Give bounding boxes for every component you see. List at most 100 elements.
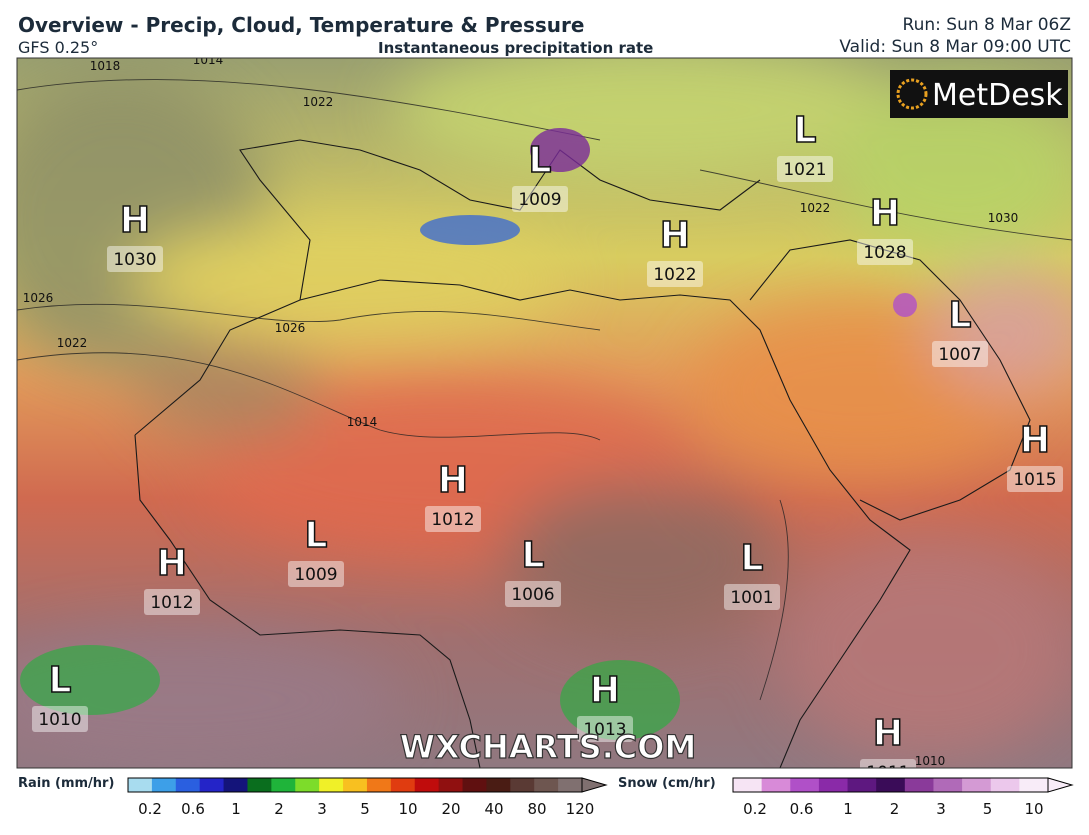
pressure-value: 1011 — [866, 763, 909, 783]
pressure-value-box — [857, 239, 913, 265]
legend-frame — [732, 777, 1049, 793]
pressure-value: 1012 — [431, 510, 474, 530]
isobar-label: 1022 — [57, 336, 88, 350]
pressure-value-box — [932, 341, 988, 367]
pressure-value-box — [288, 561, 344, 587]
logo-icon — [896, 78, 928, 110]
pressure-value: 1013 — [583, 720, 626, 740]
pressure-value: 1010 — [38, 710, 81, 730]
pressure-value-box — [777, 156, 833, 182]
subtitle: Instantaneous precipitation rate — [378, 39, 654, 57]
logo: MetDesk — [932, 78, 1063, 113]
pressure-value-box — [32, 706, 88, 732]
pressure-value-box — [512, 186, 568, 212]
pressure-value-box — [144, 589, 200, 615]
legend-swatch — [462, 778, 487, 792]
pressure-value: 1006 — [511, 585, 554, 605]
pressure-center-letter: H — [1020, 420, 1050, 461]
pressure-center-letter: H — [438, 460, 468, 501]
valid: Valid: Sun 8 Mar 09:00 UTC — [839, 37, 1071, 57]
pressure-value: 1021 — [783, 160, 826, 180]
pressure-value-box — [505, 581, 561, 607]
legend-swatch — [990, 778, 1020, 792]
run: Run: Sun 8 Mar 06Z — [902, 15, 1071, 35]
legend-tick: 2 — [890, 800, 900, 818]
isobar-label: 1030 — [988, 211, 1019, 225]
legend-swatch — [962, 778, 992, 792]
legend-swatch — [558, 778, 583, 792]
legend-swatch — [319, 778, 344, 792]
legend-swatch — [390, 778, 416, 792]
legend-tick: 0.2 — [743, 800, 767, 818]
legend-swatch — [510, 778, 535, 792]
legend-swatch — [534, 778, 559, 792]
legend-swatch — [933, 778, 963, 792]
pressure-value-box — [860, 759, 916, 768]
pressure-value-box — [647, 261, 703, 287]
legend-arrow — [581, 777, 608, 793]
map-area: 1018 1014 1022 1026 1026 1022 1014 1022 1030 1010… — [17, 58, 1072, 783]
legend-swatch — [271, 778, 296, 792]
legend-swatch — [818, 778, 849, 792]
pressure-center-letter: H — [157, 543, 187, 584]
pressure-center-letter: H — [120, 200, 150, 241]
pressure-center-letter: H — [660, 215, 690, 256]
legend-swatch — [366, 778, 392, 792]
pressure-value-box — [724, 584, 780, 610]
legend-tick: 2 — [274, 800, 284, 818]
legend-tick: 3 — [317, 800, 327, 818]
legend-tick: 1 — [231, 800, 241, 818]
legend-arrow — [1047, 777, 1074, 793]
legend-swatch — [414, 778, 440, 792]
isobars — [17, 79, 1072, 701]
pressure-value-box — [425, 506, 481, 532]
legend-swatch — [223, 778, 248, 792]
legend-swatch — [733, 778, 763, 792]
legend-swatch — [438, 778, 464, 792]
title: Overview - Precip, Cloud, Temperature & … — [18, 13, 585, 37]
coastlines — [134, 139, 1031, 768]
pressure-center-letter: L — [949, 295, 972, 336]
logo-box — [890, 70, 1068, 118]
pressure-center-letter: L — [794, 110, 817, 151]
pressure-value: 1009 — [518, 190, 561, 210]
legend-swatch — [876, 778, 906, 792]
pressure-value-box — [577, 716, 633, 742]
isobar-label: 1022 — [303, 95, 334, 109]
precip — [20, 128, 917, 740]
legend-tick: 5 — [360, 800, 370, 818]
legend-tick: 120 — [566, 800, 595, 818]
isobar-label: 1010 — [915, 754, 946, 768]
legend-swatch — [175, 778, 201, 792]
pressure-value: 1015 — [1013, 470, 1056, 490]
field-shading — [17, 58, 1072, 768]
isobar-label: 1022 — [800, 201, 831, 215]
legend-label: Snow (cm/hr) — [618, 776, 716, 791]
pressure-center-letter: H — [870, 193, 900, 234]
pressure-value: 1007 — [938, 345, 981, 365]
legend-swatch — [847, 778, 877, 792]
legend-tick: 80 — [527, 800, 546, 818]
isobar-label: 1026 — [23, 291, 54, 305]
legend-tick: 10 — [398, 800, 417, 818]
legend-swatch — [199, 778, 225, 792]
legend-frame — [127, 777, 583, 793]
legend-tick: 0.2 — [138, 800, 162, 818]
legend-tick: 0.6 — [790, 800, 814, 818]
pressure-center-letter: L — [305, 515, 328, 556]
pressure-value: 1022 — [653, 265, 696, 285]
legend-tick: 1 — [843, 800, 853, 818]
legend-swatch — [247, 778, 272, 792]
pressure-center-letter: L — [529, 140, 552, 181]
isobar-label: 1026 — [275, 321, 306, 335]
legend-swatch — [295, 778, 320, 792]
legend-swatch — [790, 778, 820, 792]
legend-swatch — [151, 778, 177, 792]
pressure-value: 1012 — [150, 593, 193, 613]
legend-swatch — [761, 778, 791, 792]
legend-tick: 20 — [441, 800, 460, 818]
pressure-value-box — [1007, 466, 1063, 492]
pressure-value-box — [107, 246, 163, 272]
pressure-value: 1009 — [294, 565, 337, 585]
